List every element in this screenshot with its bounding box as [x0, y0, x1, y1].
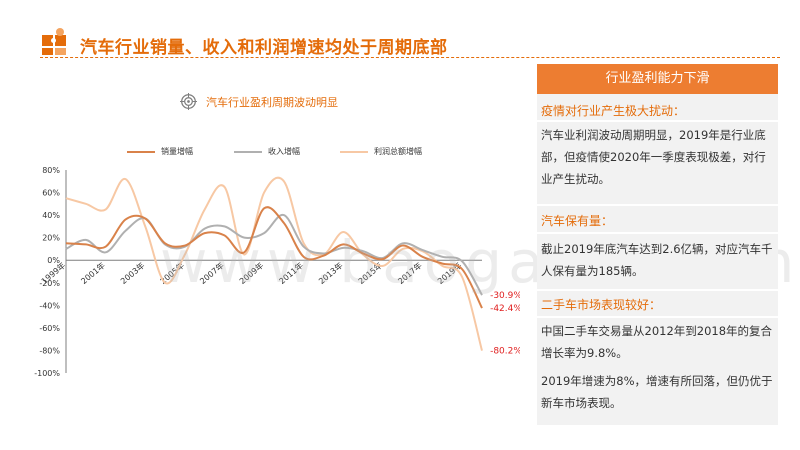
section-divider [537, 289, 778, 291]
x-tick-label: 2009年 [237, 260, 265, 286]
y-tick-label: 0% [47, 256, 60, 265]
section-heading-epidemic: 疫情对行业产生极大扰动： [541, 104, 686, 118]
x-tick-label: 2011年 [277, 260, 305, 286]
y-tick-label: 60% [42, 189, 60, 198]
y-tick-label: -80% [39, 346, 60, 355]
panel-title: 行业盈利能力下滑 [537, 64, 778, 94]
y-tick-label: -60% [39, 324, 60, 333]
section-text-ownership: 截止2019年底汽车达到2.6亿辆，对应汽车千人保有量为185辆。 [541, 242, 773, 278]
data-label: -30.9% [490, 291, 520, 301]
legend-label-profit: 利润总额增幅 [374, 147, 422, 156]
section-divider [537, 316, 778, 318]
page-title: 汽车行业销量、收入和利润增速均处于周期底部 [80, 38, 448, 58]
y-tick-label: 80% [42, 166, 60, 175]
x-tick-label: 2005年 [158, 260, 186, 286]
legend-swatch-profit [340, 150, 368, 153]
section-heading-used-cars: 二手车市场表现较好： [541, 298, 662, 312]
target-icon [180, 93, 197, 110]
y-tick-label: -40% [39, 301, 60, 310]
line-chart: 80%60%40%20%0%-20%-40%-60%-80%-100%1999年… [34, 166, 520, 378]
section-divider [537, 232, 778, 234]
y-tick-label: -20% [39, 279, 60, 288]
x-tick-label: 2001年 [79, 260, 107, 286]
chart-title-group: 汽车行业盈利周期波动明显 [180, 93, 338, 110]
chart-legend: 销量增幅 收入增幅 利润总额增幅 [0, 146, 520, 158]
x-tick-label: 2013年 [316, 260, 344, 286]
x-tick-label: 2015年 [356, 260, 384, 286]
legend-item-profit: 利润总额增幅 [340, 146, 422, 157]
legend-label-revenue: 收入增幅 [268, 147, 300, 156]
section-divider [537, 120, 778, 122]
legend-label-sales: 销量增幅 [161, 147, 193, 156]
section-text-used-cars: 中国二手车交易量从2012年到2018年的复合增长率为9.8%。 [541, 324, 773, 360]
legend-item-revenue: 收入增幅 [234, 146, 300, 157]
y-tick-label: 40% [42, 211, 60, 220]
puzzle-logo-icon [42, 28, 66, 55]
data-label: -80.2% [490, 347, 520, 357]
series-line-sales [65, 206, 483, 309]
section-divider [537, 204, 778, 206]
series-line-revenue [65, 214, 483, 296]
chart-title: 汽车行业盈利周期波动明显 [206, 95, 338, 109]
section-text-used-cars-2: 2019年增速为8%，增速有所回落，但仍优于新车市场表现。 [541, 374, 773, 410]
section-text-epidemic: 汽车业利润波动周期明显，2019年是行业底部，但疫情使2020年一季度表现极差，… [541, 128, 766, 186]
section-heading-ownership: 汽车保有量： [541, 214, 614, 228]
x-tick-label: 2007年 [198, 260, 226, 286]
x-tick-label: 2003年 [118, 260, 146, 286]
y-tick-label: -100% [34, 369, 60, 378]
x-tick-label: 2017年 [396, 260, 424, 286]
title-divider [40, 57, 780, 58]
info-panel: 行业盈利能力下滑 疫情对行业产生极大扰动： 汽车业利润波动周期明显，2019年是… [537, 64, 778, 425]
legend-swatch-revenue [234, 150, 262, 153]
data-label: -42.4% [490, 304, 520, 314]
y-tick-label: 20% [42, 234, 60, 243]
legend-swatch-sales [127, 150, 155, 153]
legend-item-sales: 销量增幅 [127, 146, 193, 157]
series-line-profit [65, 176, 483, 351]
